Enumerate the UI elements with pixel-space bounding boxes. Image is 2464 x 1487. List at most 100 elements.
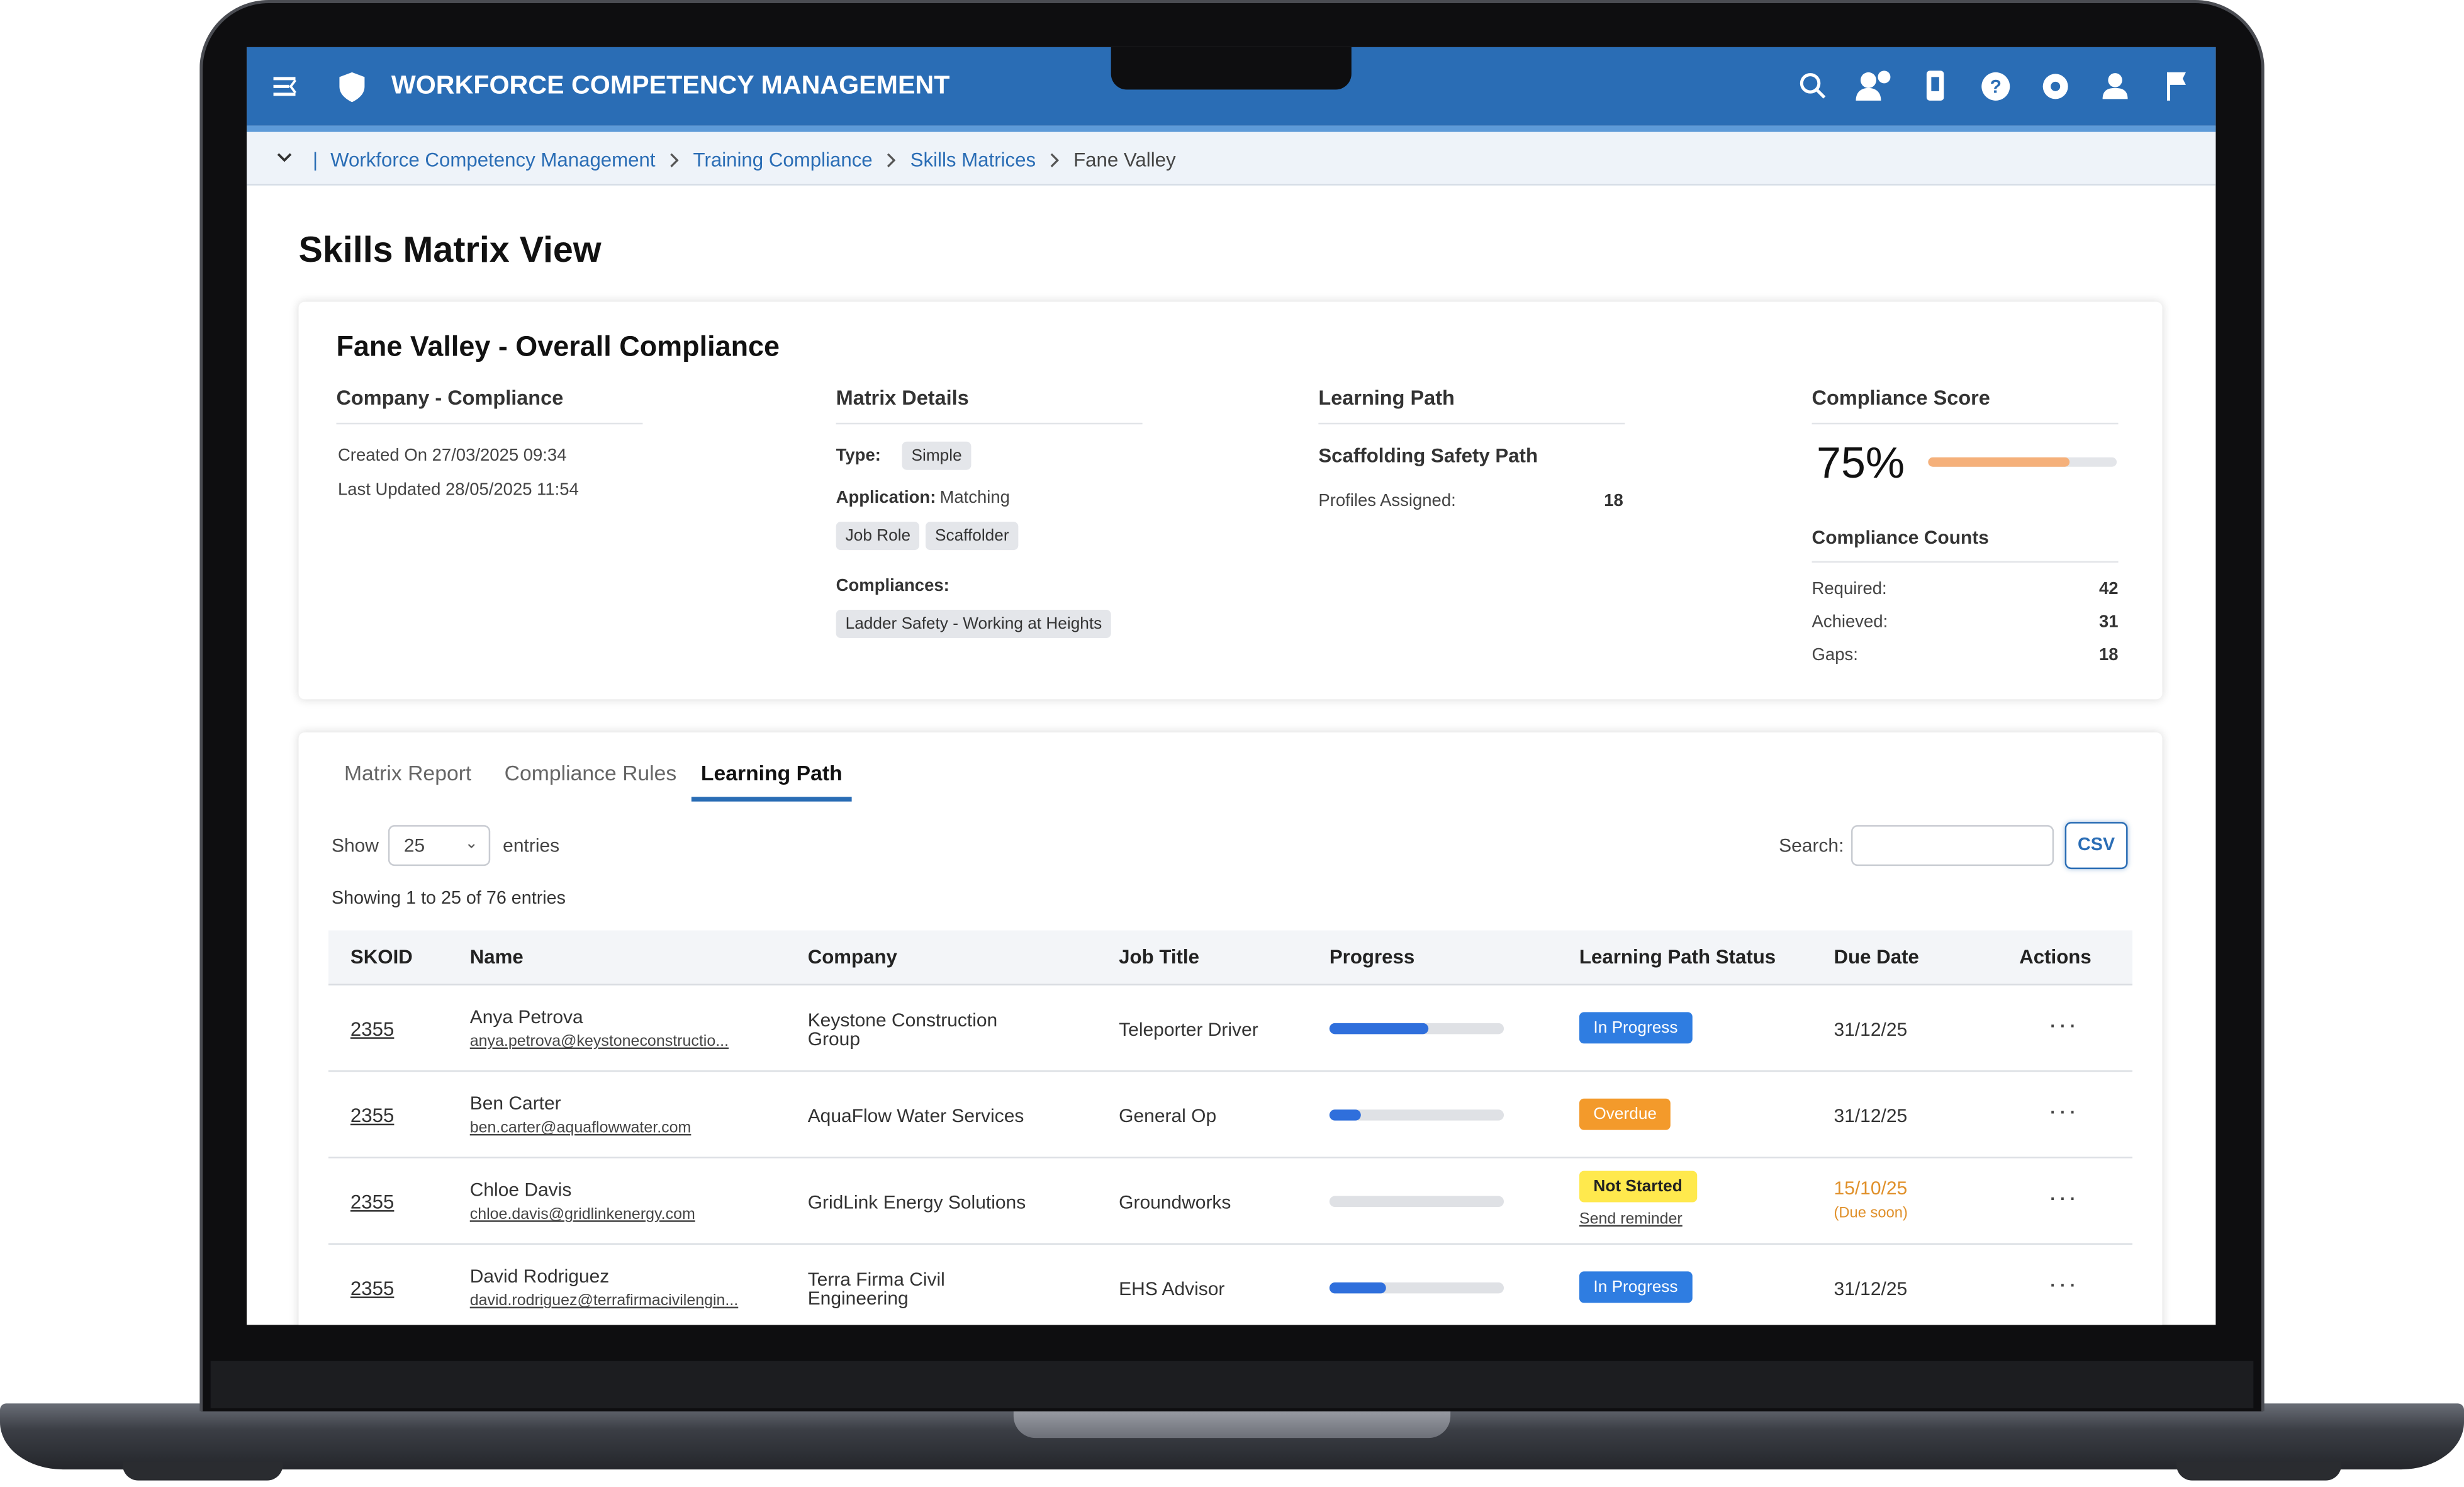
tab-underline — [691, 797, 852, 802]
entries-info: Showing 1 to 25 of 76 entries — [331, 889, 566, 909]
status-badge: In Progress — [1579, 1271, 1693, 1303]
breadcrumb-link[interactable]: Skills Matrices — [910, 149, 1036, 171]
status-badge: Overdue — [1579, 1098, 1671, 1130]
skoid-link[interactable]: 2355 — [350, 1104, 395, 1127]
tab[interactable]: Matrix Report — [344, 761, 472, 785]
csv-button[interactable] — [2064, 822, 2128, 870]
compliance-score: 75% — [1817, 438, 1905, 488]
tab[interactable]: Compliance Rules — [504, 761, 677, 785]
laptop-foot — [122, 1461, 283, 1481]
progress-bar — [1329, 1109, 1361, 1121]
status-badge: Not Started — [1579, 1170, 1697, 1203]
progress-bar — [1329, 1023, 1429, 1035]
help-icon[interactable]: ? — [1981, 72, 2010, 101]
skoid-link[interactable]: 2355 — [350, 1018, 395, 1041]
table-header — [328, 930, 2133, 985]
show-label: Show — [331, 834, 379, 857]
company-name: Terra Firma Civil Engineering — [807, 1268, 945, 1310]
separator: | — [312, 149, 318, 171]
breadcrumb-bar — [247, 132, 2216, 186]
progress-track — [1329, 1196, 1504, 1208]
team-icon[interactable] — [1856, 70, 1891, 101]
column-header: Company — [807, 946, 897, 968]
person-email[interactable]: david.rodriguez@terrafirmacivilengin... — [469, 1293, 739, 1310]
actions-menu[interactable]: ··· — [2048, 1098, 2078, 1126]
count-value: 18 — [2098, 646, 2119, 665]
search-icon[interactable] — [1800, 73, 1826, 99]
skoid-link[interactable]: 2355 — [350, 1277, 395, 1300]
due-date: 31/12/25 — [1834, 1277, 1908, 1300]
column-header: Actions — [2019, 946, 2092, 968]
learning-path-name: Scaffolding Safety Path — [1318, 444, 1538, 467]
column-header: SKOID — [350, 946, 413, 968]
column-header: Name — [469, 946, 524, 968]
updated-date: Last Updated 28/05/2025 11:54 — [337, 481, 579, 500]
app: ? WORKFORCE COMPETENCY MANAGEMENT | Workf… — [247, 47, 2216, 1325]
search-label: Search: — [1779, 834, 1844, 857]
breadcrumb: | Workforce Competency Management Training… — [313, 146, 1176, 172]
section-rule — [1812, 561, 2119, 563]
actions-menu[interactable]: ··· — [2048, 1185, 2078, 1212]
logo-shield — [339, 72, 365, 103]
section-rule — [336, 422, 643, 425]
device-icon[interactable] — [1926, 70, 1944, 101]
actions-menu[interactable]: ··· — [2048, 1012, 2078, 1039]
breadcrumb-link[interactable]: Training Compliance — [693, 149, 873, 171]
field-label: Profiles Assigned: — [1318, 491, 1456, 511]
person-email[interactable]: anya.petrova@keystoneconstructio... — [469, 1033, 729, 1051]
field-label: Application: — [836, 488, 936, 508]
skoid-link[interactable]: 2355 — [350, 1191, 395, 1214]
row-divider — [328, 1243, 2133, 1245]
profiles-value: 18 — [1604, 491, 1623, 511]
score-bar — [1928, 457, 2070, 467]
tab-active[interactable]: Learning Path — [700, 761, 843, 785]
search-input[interactable] — [1851, 825, 2054, 867]
compliance-tag: Ladder Safety - Working at Heights — [836, 610, 1112, 638]
select-chevron: ⌄ — [464, 835, 478, 853]
laptop-notch — [1013, 1410, 1451, 1439]
section-rule — [1318, 422, 1625, 425]
application-value: Matching — [939, 488, 1010, 508]
person-email[interactable]: chloe.davis@gridlinkenergy.com — [469, 1206, 695, 1224]
csv-label[interactable]: CSV — [2078, 836, 2115, 855]
person-email[interactable]: ben.carter@aquaflowwater.com — [469, 1119, 692, 1137]
page-size-select[interactable] — [388, 825, 491, 867]
company-name: Keystone Construction Group — [807, 1009, 998, 1050]
collapse-icon[interactable] — [275, 151, 294, 167]
row-divider — [328, 1070, 2133, 1072]
laptop-foot — [2176, 1461, 2342, 1481]
created-date: Created On 27/03/2025 09:34 — [337, 446, 567, 466]
user-icon[interactable] — [2102, 73, 2128, 99]
count-value: 31 — [2098, 613, 2119, 632]
header-icons[interactable]: ? — [247, 47, 2215, 126]
progress-bar — [1329, 1282, 1386, 1294]
section-rule — [1812, 422, 2119, 425]
header-rule — [247, 125, 2216, 132]
count-value: 42 — [2098, 580, 2119, 599]
settings-icon[interactable] — [2042, 74, 2068, 99]
breadcrumb-current: Fane Valley — [1073, 149, 1176, 171]
chevron — [1050, 152, 1060, 167]
job-title: EHS Advisor — [1119, 1277, 1225, 1300]
menu-icon[interactable] — [273, 77, 297, 96]
actions-menu[interactable]: ··· — [2048, 1271, 2078, 1298]
chevron — [887, 152, 896, 167]
chevron — [670, 152, 679, 167]
column-header: Learning Path Status — [1579, 946, 1776, 968]
section-heading: Company - Compliance — [336, 386, 564, 410]
section-heading: Matrix Details — [836, 386, 969, 410]
screen: ? WORKFORCE COMPETENCY MANAGEMENT | Workf… — [247, 47, 2216, 1325]
page-size-value: 25 — [403, 834, 425, 857]
due-note: (Due soon) — [1834, 1204, 1908, 1222]
flag-icon[interactable] — [2166, 72, 2186, 101]
job-title: Groundworks — [1119, 1191, 1231, 1214]
job-title: General Op — [1119, 1104, 1217, 1127]
due-date: 31/12/25 — [1834, 1104, 1908, 1127]
send-reminder-link[interactable]: Send reminder — [1579, 1211, 1683, 1228]
section-heading: Learning Path — [1318, 386, 1455, 410]
count-label: Gaps: — [1812, 646, 1858, 665]
laptop-chin — [210, 1361, 2254, 1408]
breadcrumb-link[interactable]: Workforce Competency Management — [330, 149, 656, 171]
